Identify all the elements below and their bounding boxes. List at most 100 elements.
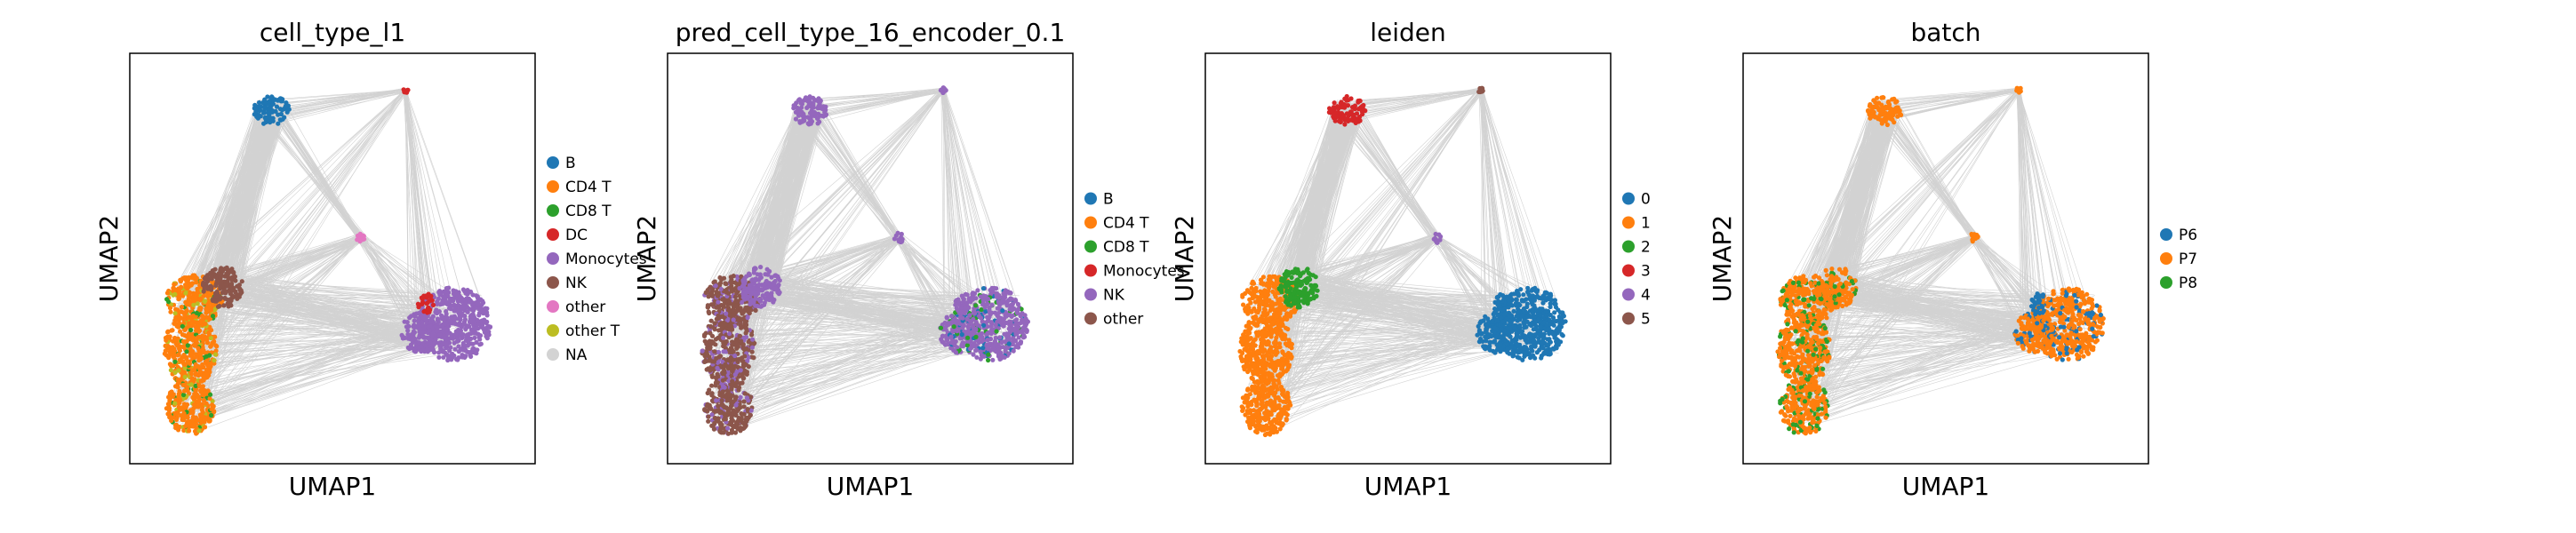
point (176, 404, 181, 410)
point (733, 303, 739, 309)
point (427, 298, 432, 304)
point (206, 305, 212, 310)
point (948, 334, 954, 339)
point (938, 325, 944, 330)
point (744, 328, 749, 333)
point (764, 297, 770, 302)
point (709, 391, 715, 396)
point (964, 343, 970, 348)
point (709, 383, 715, 388)
point (186, 334, 191, 339)
point (742, 391, 748, 396)
point (893, 233, 899, 238)
point (1014, 310, 1020, 315)
point (434, 307, 439, 313)
point (176, 297, 181, 302)
legend-marker (1084, 216, 1097, 229)
point (1019, 306, 1024, 312)
point (1248, 356, 1253, 362)
point (217, 297, 223, 302)
graph-edges (708, 87, 1021, 429)
point (1253, 370, 1259, 376)
point (1260, 282, 1266, 287)
point (187, 321, 192, 326)
point (207, 396, 212, 402)
cluster-top (791, 94, 829, 127)
point (731, 317, 736, 322)
point (199, 413, 204, 418)
point (746, 354, 751, 361)
point (437, 289, 443, 294)
point (753, 296, 759, 301)
point (990, 344, 996, 349)
point (205, 294, 211, 299)
point (708, 302, 715, 307)
point (198, 306, 204, 311)
point (171, 338, 176, 344)
point (1515, 288, 1520, 294)
point (193, 328, 199, 333)
point (188, 371, 194, 377)
point (724, 311, 729, 316)
point (271, 98, 276, 103)
point (750, 337, 756, 342)
point (261, 121, 267, 126)
legend-marker (1084, 192, 1097, 205)
point (279, 99, 284, 104)
point (199, 402, 205, 407)
point (464, 332, 470, 338)
point (1274, 335, 1279, 340)
point (1262, 432, 1268, 438)
point (742, 354, 748, 359)
point (453, 316, 459, 322)
point (198, 296, 204, 301)
point (749, 278, 755, 283)
point (753, 276, 758, 282)
point (1273, 390, 1278, 395)
point (193, 370, 199, 376)
point (725, 426, 731, 431)
point (953, 319, 958, 324)
point (982, 305, 988, 310)
cluster-middle (740, 265, 782, 309)
point (724, 318, 731, 323)
point (203, 359, 209, 364)
point (1251, 421, 1256, 426)
point (1288, 402, 1293, 408)
point (1262, 288, 1268, 293)
point (1006, 341, 1012, 346)
point (412, 325, 417, 330)
point (738, 308, 744, 314)
point (1256, 421, 1261, 426)
point (1275, 306, 1280, 312)
point (1244, 362, 1250, 368)
point (419, 344, 424, 349)
point (189, 376, 195, 381)
point (741, 399, 747, 404)
point (769, 274, 774, 280)
point (1552, 310, 1557, 315)
point (708, 291, 713, 297)
point (1252, 315, 1257, 321)
point (187, 428, 192, 434)
point (426, 336, 432, 341)
point (219, 273, 224, 278)
point (1277, 373, 1283, 378)
point (1260, 370, 1266, 375)
point (447, 318, 452, 323)
point (171, 292, 176, 298)
point (425, 306, 430, 312)
point (723, 300, 728, 306)
point (734, 369, 740, 375)
point (447, 348, 452, 354)
plot-area (700, 85, 1030, 436)
point (190, 417, 196, 422)
point (1276, 395, 1281, 401)
point (1246, 415, 1252, 420)
point (460, 303, 466, 308)
point (729, 386, 734, 393)
point (1241, 357, 1246, 362)
point (1263, 414, 1268, 419)
point (172, 370, 178, 375)
